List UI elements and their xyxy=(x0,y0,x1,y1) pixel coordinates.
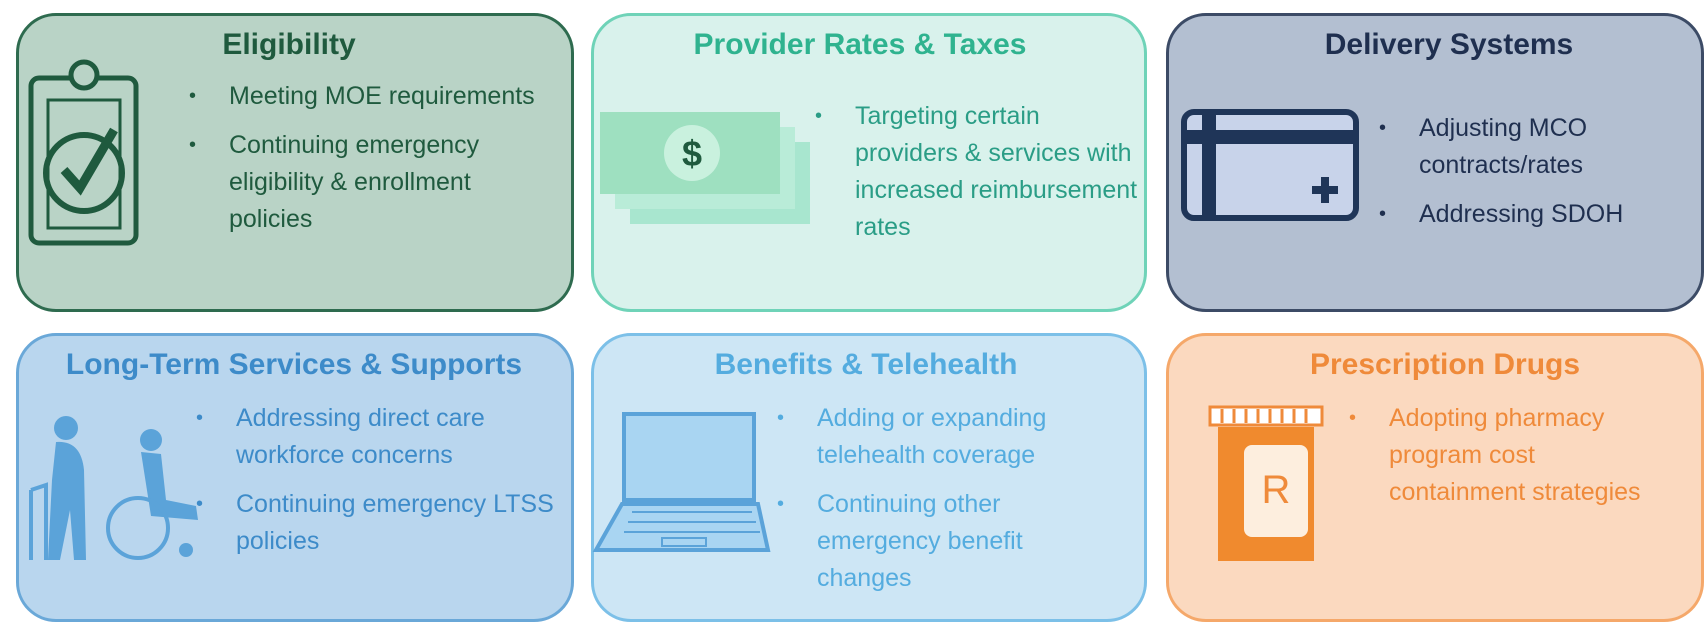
bullet-list: Targeting certain providers & services w… xyxy=(815,98,1145,258)
panel-title: Prescription Drugs xyxy=(1309,348,1581,381)
laptop-icon xyxy=(592,412,771,552)
card-icon xyxy=(1181,109,1359,221)
bullet: Meeting MOE requirements xyxy=(189,78,549,115)
panel-title: Long-Term Services & Supports xyxy=(65,348,523,381)
clipboard-icon xyxy=(28,59,139,246)
seniors-icon xyxy=(29,416,198,560)
panel-title: Provider Rates & Taxes xyxy=(693,28,1027,61)
bullet: Adopting pharmacy program cost containme… xyxy=(1349,400,1669,511)
panel-title: Benefits & Telehealth xyxy=(714,348,1018,381)
bullet: Continuing other emergency benefit chang… xyxy=(777,486,1117,597)
bullet: Continuing emergency eligibility & enrol… xyxy=(189,127,549,238)
svg-text:$: $ xyxy=(682,133,702,174)
svg-text:R: R xyxy=(1262,468,1291,512)
pill-bottle-icon: R xyxy=(1208,405,1324,561)
bullet: Targeting certain providers & services w… xyxy=(815,98,1145,246)
panel-title: Delivery Systems xyxy=(1324,28,1574,61)
bullet: Adjusting MCO contracts/rates xyxy=(1379,110,1689,184)
panel-ltss xyxy=(16,333,574,622)
panel-title: Eligibility xyxy=(222,28,356,61)
bullet: Addressing SDOH xyxy=(1379,196,1689,233)
bullet-list: Adjusting MCO contracts/rates Addressing… xyxy=(1379,110,1689,245)
bullet-list: Adding or expanding telehealth coverage … xyxy=(777,400,1117,609)
bullet-list: Addressing direct care workforce concern… xyxy=(196,400,556,572)
bullet: Adding or expanding telehealth coverage xyxy=(777,400,1117,474)
bullet-list: Adopting pharmacy program cost containme… xyxy=(1349,400,1669,523)
bullet: Addressing direct care workforce concern… xyxy=(196,400,556,474)
bullet: Continuing emergency LTSS policies xyxy=(196,486,556,560)
money-icon: $ xyxy=(600,112,810,224)
bullet-list: Meeting MOE requirements Continuing emer… xyxy=(189,78,549,250)
